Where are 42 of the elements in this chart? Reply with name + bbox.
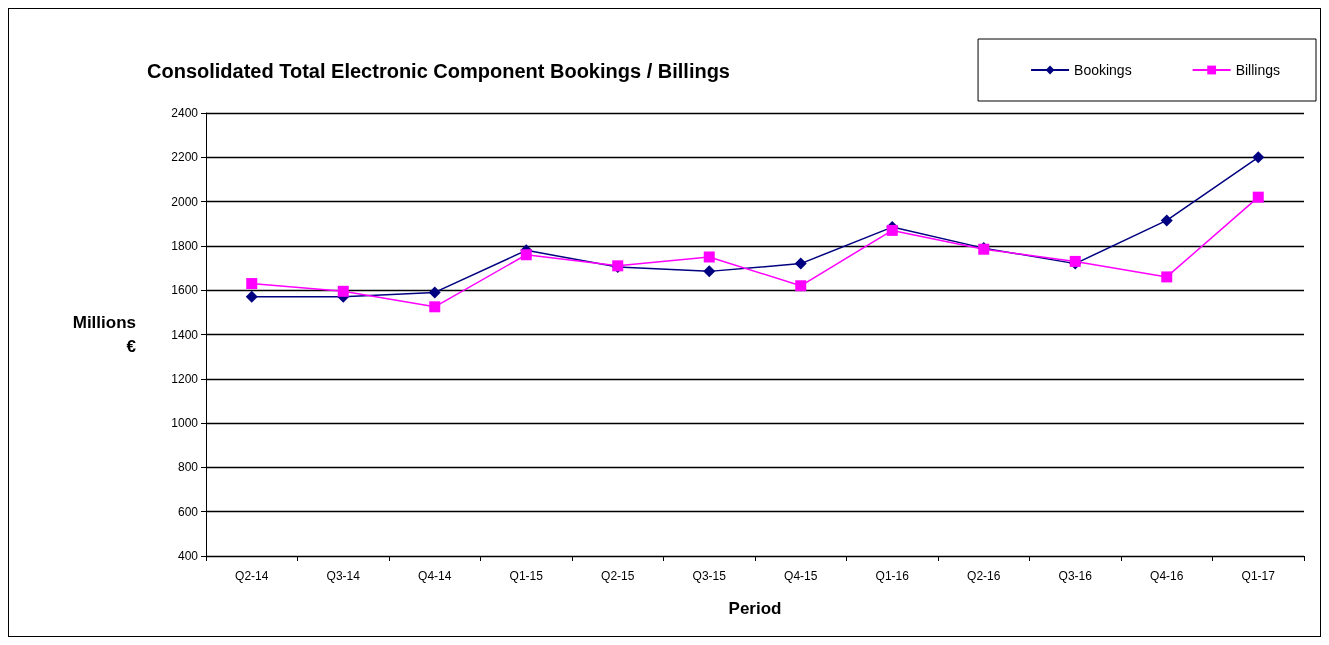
x-tick-label: Q4-14 bbox=[418, 569, 452, 583]
x-axis-title: Period bbox=[728, 599, 782, 618]
y-tick-label: 1600 bbox=[171, 283, 199, 298]
point bbox=[245, 290, 258, 303]
point bbox=[794, 257, 807, 270]
y-tick-label: 1200 bbox=[171, 371, 199, 386]
point bbox=[337, 285, 349, 297]
y-tick-label: 400 bbox=[177, 549, 199, 563]
legend-label: Bookings bbox=[1074, 62, 1132, 78]
x-tick-label: Q1-16 bbox=[875, 569, 910, 583]
x-tick-label: Q4-15 bbox=[784, 569, 818, 583]
point bbox=[1161, 271, 1173, 283]
point bbox=[1252, 191, 1264, 203]
y-tick-label: 800 bbox=[177, 460, 199, 475]
y-axis-title: Millions € bbox=[72, 313, 137, 356]
x-tick-label: Q2-15 bbox=[601, 569, 635, 583]
point bbox=[520, 249, 532, 261]
y-tick-label: 2400 bbox=[171, 106, 199, 120]
x-tick-label: Q2-14 bbox=[235, 569, 269, 583]
x-tick-label: Q2-16 bbox=[967, 569, 1001, 583]
x-tick-label: Q1-17 bbox=[1241, 569, 1276, 583]
point bbox=[703, 251, 715, 263]
y-tick-label: 2000 bbox=[171, 194, 199, 209]
y-tick-label: 1400 bbox=[171, 327, 199, 342]
point bbox=[1252, 151, 1265, 164]
point bbox=[1160, 214, 1173, 227]
chart-title: Consolidated Total Electronic Component Bookings / Billings bbox=[147, 60, 730, 82]
x-tick-label: Q1-15 bbox=[509, 569, 544, 583]
point bbox=[429, 301, 441, 313]
point bbox=[703, 265, 716, 278]
x-tick-label: Q3-15 bbox=[692, 569, 727, 583]
x-tick-label: Q4-16 bbox=[1150, 569, 1184, 583]
y-tick-label: 1800 bbox=[171, 238, 199, 253]
point bbox=[428, 286, 441, 299]
point bbox=[246, 278, 258, 290]
y-tick-label: 2200 bbox=[171, 150, 199, 165]
y-tick-label: 600 bbox=[177, 504, 199, 519]
x-tick-label: Q3-16 bbox=[1058, 569, 1093, 583]
point bbox=[795, 280, 807, 292]
legend-label: Billings bbox=[1235, 62, 1281, 78]
y-tick-label: 1000 bbox=[171, 416, 199, 431]
x-tick-label: Q3-14 bbox=[326, 569, 361, 583]
